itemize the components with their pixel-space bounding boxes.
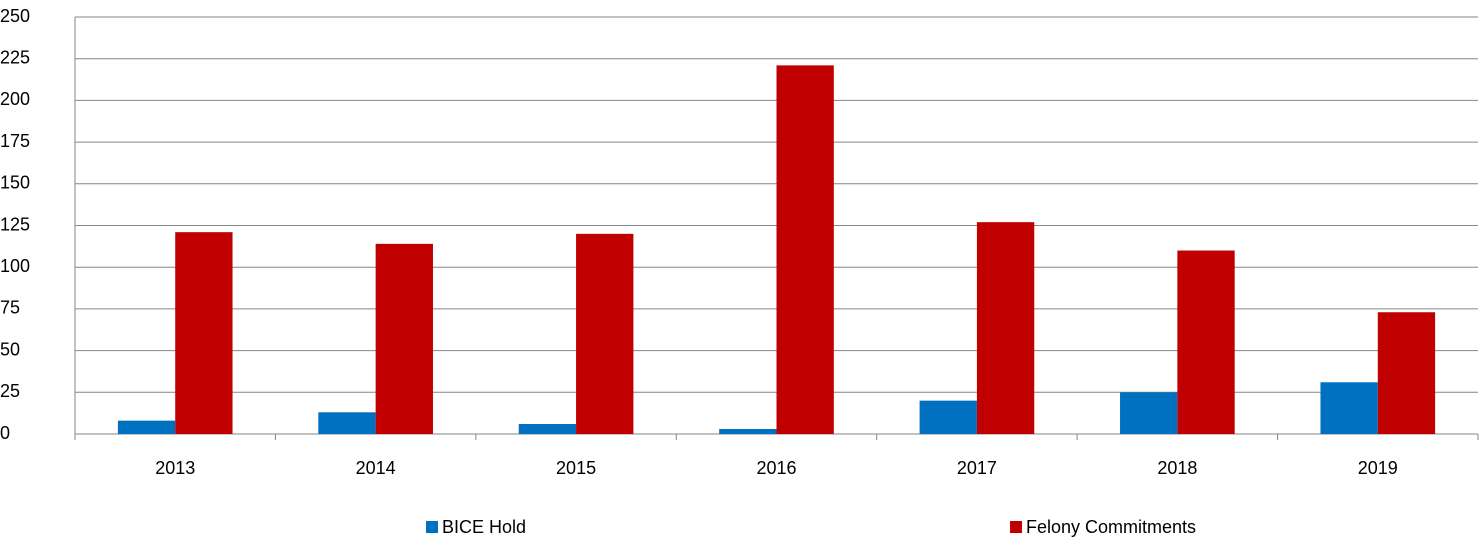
bar [1320,382,1378,434]
x-tick-label: 2018 [1157,458,1197,478]
bar [318,412,376,434]
y-tick-label: 150 [0,173,30,193]
bar [576,233,634,434]
y-tick-label: 75 [0,298,20,318]
y-tick-label: 0 [0,423,10,443]
x-tick-label: 2015 [556,458,596,478]
bar [175,232,233,434]
bar [776,65,834,434]
y-tick-label: 225 [0,47,30,67]
legend-label: BICE Hold [442,517,526,537]
legend-swatch [426,521,438,533]
x-tick-label: 2019 [1358,458,1398,478]
bar [117,420,176,434]
bar [719,428,777,434]
bar [375,243,433,434]
y-tick-label: 50 [0,339,20,359]
bar [919,400,977,434]
legend-swatch [1010,521,1022,533]
y-tick-label: 200 [0,89,30,109]
x-tick-label: 2017 [957,458,997,478]
bar [1377,312,1436,434]
bar [1177,250,1235,434]
y-tick-label: 175 [0,131,30,151]
bar [518,423,577,434]
x-tick-label: 2013 [155,458,195,478]
x-tick-label: 2014 [356,458,396,478]
bar [976,222,1035,434]
y-tick-label: 125 [0,214,30,234]
x-tick-label: 2016 [756,458,796,478]
y-tick-label: 25 [0,381,20,401]
bar [1120,392,1178,434]
y-tick-label: 250 [0,6,30,26]
y-tick-label: 100 [0,256,30,276]
legend-label: Felony Commitments [1026,517,1196,537]
